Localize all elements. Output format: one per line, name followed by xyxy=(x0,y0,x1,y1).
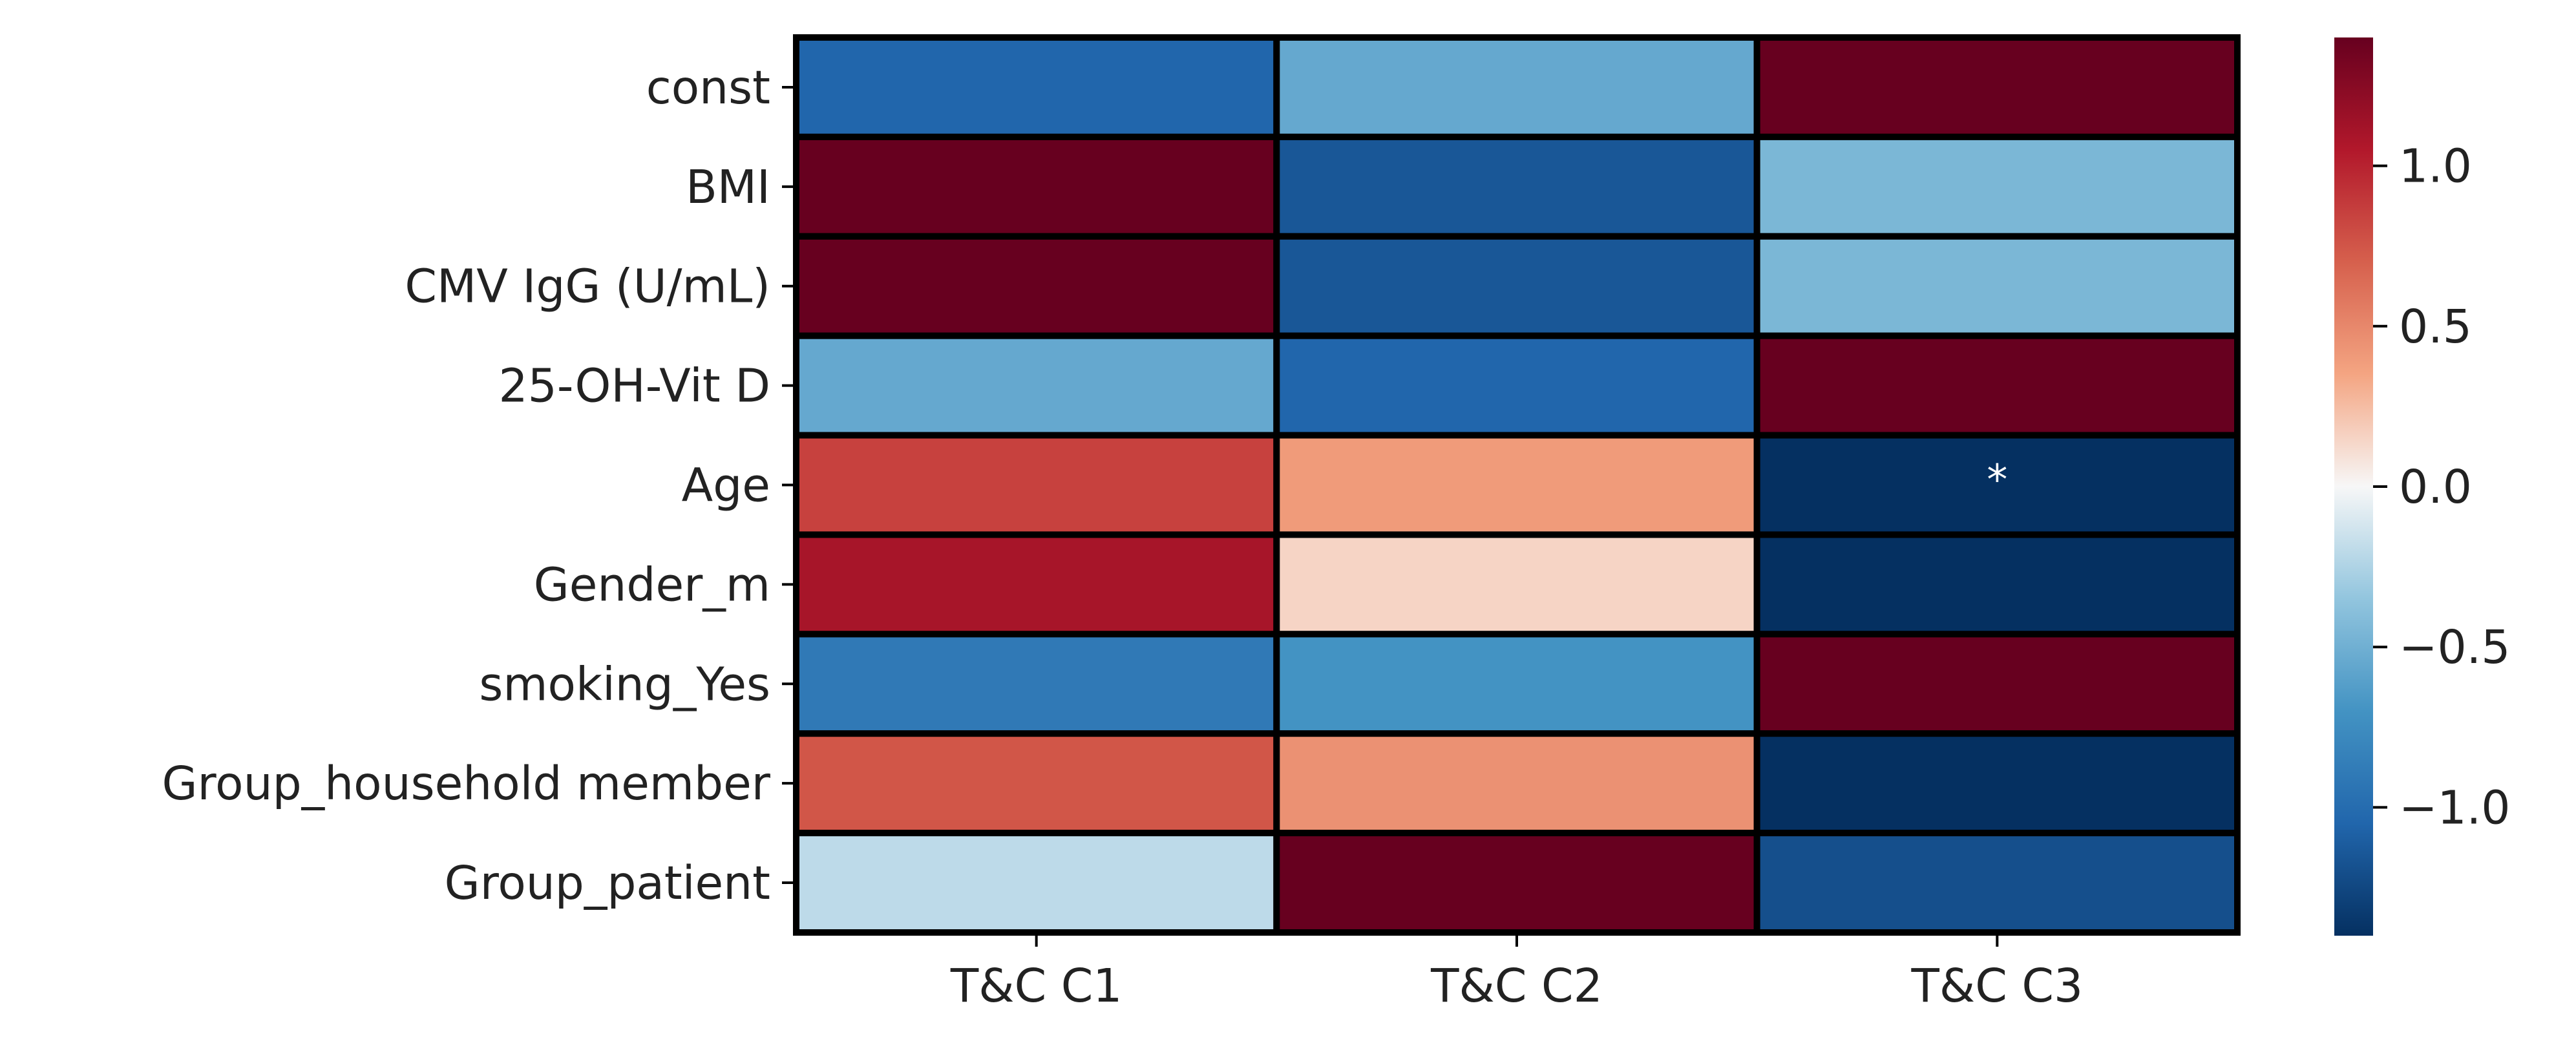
heatmap-cells xyxy=(793,34,2241,936)
colorbar-bar xyxy=(2334,37,2373,936)
colorbar-tick-label: 1.0 xyxy=(2399,140,2472,193)
heatmap-cell xyxy=(1753,34,2241,140)
heatmap-cell xyxy=(1273,830,1760,936)
heatmap-cell xyxy=(793,233,1280,339)
y-tick-label: Group_patient xyxy=(445,856,770,910)
y-tick-label: const xyxy=(646,61,770,114)
column-labels: T&C C1 T&C C2 T&C C3 xyxy=(950,932,2083,1013)
colorbar-tick-label: −0.5 xyxy=(2399,620,2510,674)
heatmap-cell xyxy=(1273,730,1760,837)
x-tick-label: T&C C3 xyxy=(1911,959,2084,1013)
row-labels: const BMI CMV IgG (U/mL) 25-OH-Vit D Age Gend… xyxy=(162,61,796,910)
heatmap-cell xyxy=(1753,332,2241,439)
x-tick-label: T&C C1 xyxy=(950,959,1123,1013)
heatmap-cell xyxy=(1273,233,1760,339)
heatmap-cell xyxy=(793,332,1280,439)
heatmap-cell xyxy=(1753,830,2241,936)
colorbar-tick-label: 0.5 xyxy=(2399,300,2472,353)
heatmap-cell xyxy=(793,133,1280,240)
heatmap-cell xyxy=(1753,730,2241,837)
heatmap-cell xyxy=(1753,233,2241,339)
y-tick-label: Group_household member xyxy=(162,757,770,810)
heatmap-cell xyxy=(793,531,1280,638)
heatmap-cell xyxy=(793,432,1280,538)
heatmap-cell xyxy=(793,631,1280,737)
heatmap-cell xyxy=(793,730,1280,837)
heatmap-cell xyxy=(1753,133,2241,240)
y-tick-label: 25-OH-Vit D xyxy=(499,359,771,413)
colorbar-tick-label: −1.0 xyxy=(2399,781,2510,834)
cell-annotation: * xyxy=(1987,457,2007,505)
heatmap-cell xyxy=(1273,332,1760,439)
heatmap-cell xyxy=(1273,34,1760,140)
y-tick-label: Age xyxy=(682,459,770,512)
heatmap-cell xyxy=(793,830,1280,936)
heatmap-cell xyxy=(1753,631,2241,737)
cell-annotations: * xyxy=(1987,457,2007,505)
heatmap-cell xyxy=(1273,133,1760,240)
colorbar: 1.0 0.5 0.0 −0.5 −1.0 xyxy=(2334,37,2510,936)
heatmap-cell xyxy=(1753,531,2241,638)
x-tick-label: T&C C2 xyxy=(1430,959,1603,1013)
heatmap-cell xyxy=(793,34,1280,140)
heatmap-cell xyxy=(1273,631,1760,737)
y-tick-label: CMV IgG (U/mL) xyxy=(405,260,770,313)
y-tick-label: smoking_Yes xyxy=(479,657,770,711)
colorbar-tick-label: 0.0 xyxy=(2399,460,2472,514)
y-tick-label: Gender_m xyxy=(534,558,770,611)
y-tick-label: BMI xyxy=(686,160,770,214)
heatmap-cell xyxy=(1273,432,1760,538)
heatmap-cell xyxy=(1273,531,1760,638)
